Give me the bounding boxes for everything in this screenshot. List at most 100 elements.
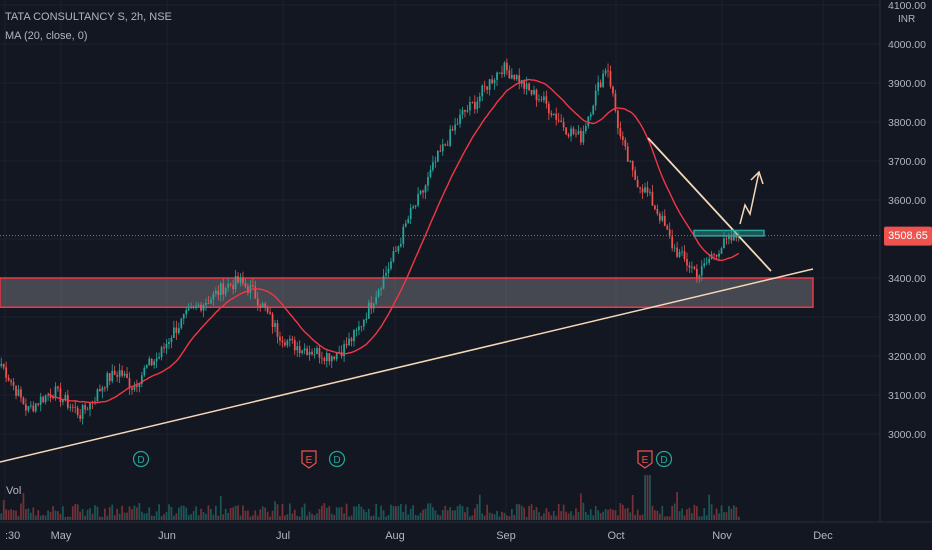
volume-bar [612, 509, 614, 520]
candle-body [2, 363, 5, 368]
candle-body [355, 330, 358, 331]
volume-bar [419, 512, 422, 520]
volume-bar [163, 514, 165, 520]
candle-body [407, 219, 410, 224]
dividend-marker-letter: D [137, 455, 144, 466]
volume-bar [108, 507, 111, 520]
candle-body [145, 365, 148, 368]
volume-bar [303, 503, 306, 520]
candle-body [12, 382, 15, 386]
candle-body [483, 85, 486, 87]
symbol-legend[interactable]: TATA CONSULTANCY S, 2h, NSE [5, 11, 172, 23]
volume-bar [182, 505, 185, 520]
volume-bar [234, 505, 237, 520]
dividend-marker-shape [132, 450, 150, 468]
candle-body [64, 395, 67, 400]
volume-bar [654, 510, 656, 520]
candle-body [732, 233, 735, 241]
candle-body [279, 336, 281, 341]
volume-bar [79, 511, 82, 520]
volume-bar [473, 508, 476, 520]
candle-body [686, 259, 688, 266]
candle-body [592, 105, 595, 115]
candle-body [165, 343, 168, 349]
candle-body [661, 215, 664, 221]
candle-body [654, 205, 656, 210]
volume-bar [710, 504, 713, 520]
volume-bar [212, 514, 215, 520]
volume-bar [318, 508, 321, 520]
volume-bar [720, 505, 723, 520]
volume-bar [350, 515, 353, 520]
candle-body [723, 238, 725, 249]
volume-bar [550, 515, 553, 520]
candle-body [47, 394, 49, 396]
candle-body [570, 128, 572, 137]
volume-bar [301, 507, 304, 520]
price-axis[interactable]: 4100.00 4000.00 3900.00 3800.00 3700.00 3600.… [879, 0, 932, 522]
volume-bar [461, 506, 464, 520]
volume-bar [47, 510, 49, 520]
candle-body [621, 136, 624, 141]
candle-body [523, 80, 526, 89]
candle-body [202, 304, 205, 311]
candle-body [333, 356, 336, 360]
time-axis[interactable]: :30 May Jun Jul Aug Sep Oct Nov Dec [0, 521, 932, 542]
volume-bar [639, 515, 641, 520]
candle-body [123, 373, 126, 376]
marker-dividend: D [328, 450, 346, 468]
candle-body [436, 150, 439, 162]
volume-bar [501, 511, 503, 520]
volume-bar [691, 513, 693, 520]
candle-body [372, 303, 375, 309]
candle-body [219, 283, 222, 296]
volume-bar [725, 512, 728, 520]
volume-bar [27, 508, 30, 520]
candle-body [555, 113, 558, 120]
candle-body [308, 351, 311, 356]
volume-bar [175, 513, 178, 520]
volume-bar [552, 510, 555, 520]
candle-body [535, 89, 538, 101]
candle-body [503, 62, 506, 75]
candle-body [488, 79, 491, 90]
volume-bar [523, 507, 526, 520]
candle-body [444, 144, 447, 146]
candle-body [471, 102, 474, 103]
candle-body [133, 385, 136, 390]
volume-bar [242, 505, 244, 520]
volume-bar [52, 506, 54, 520]
candle-body [76, 407, 79, 416]
volume-bar [496, 510, 498, 520]
volume-bar [663, 516, 666, 520]
ma-legend[interactable]: MA (20, close, 0) [5, 30, 88, 42]
volume-bar [409, 508, 412, 520]
volume-bar [515, 503, 518, 520]
volume-bar [506, 515, 508, 520]
candle-body [713, 254, 715, 256]
candle-body [700, 265, 703, 276]
candle-body [614, 93, 617, 111]
volume-bar [101, 516, 104, 520]
candle-body [293, 340, 296, 351]
last-price-tag: 3508.65 [888, 230, 928, 242]
volume-bar [422, 509, 424, 520]
candle-body [54, 386, 57, 398]
price-tick: 3400.00 [888, 273, 926, 285]
candle-body [518, 75, 521, 85]
volume-bar [136, 507, 138, 520]
candle-body [224, 287, 227, 295]
candle-body [62, 399, 64, 403]
volume-bar [397, 505, 400, 520]
dividend-marker-shape [655, 450, 673, 468]
volume-bar [358, 504, 360, 520]
volume-bar [0, 513, 3, 520]
candle-body [25, 404, 27, 411]
candle-body [345, 344, 348, 346]
candle-body [552, 113, 555, 116]
volume-bar [491, 513, 493, 520]
volume-bar [703, 508, 706, 520]
candle-body [222, 283, 225, 295]
earnings-marker-shape [301, 450, 317, 469]
